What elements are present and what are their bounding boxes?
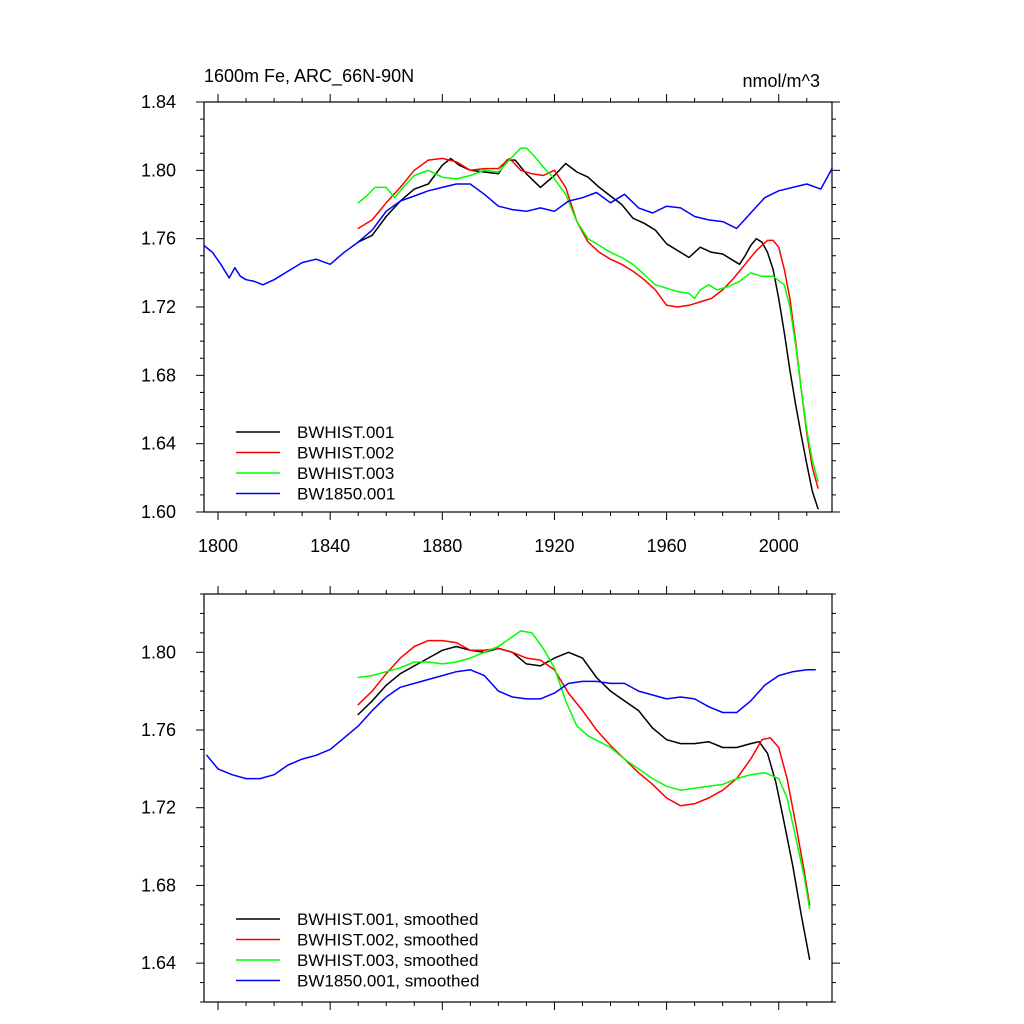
bottom-panel: 1.64 1.68 1.72 1.76 1.80 BWHIST.001, smoothed… — [141, 586, 840, 1010]
series-line — [357, 147, 819, 483]
series-line — [206, 669, 816, 780]
y-tick-label: 1.72 — [141, 798, 176, 818]
x-tick-label: 1880 — [422, 536, 462, 556]
series-line — [357, 639, 811, 906]
legend-label: BWHIST.003, smoothed — [297, 951, 478, 970]
x-tick-label: 2000 — [759, 536, 799, 556]
legend-label: BW1850.001, smoothed — [297, 972, 479, 991]
series-line — [357, 157, 819, 489]
y-tick-label: 1.60 — [141, 502, 176, 522]
x-tick-label: 1920 — [534, 536, 574, 556]
y-tick-label: 1.72 — [141, 297, 176, 317]
series-line — [357, 630, 811, 910]
y-tick-label: 1.80 — [141, 160, 176, 180]
units-label: nmol/m^3 — [743, 71, 820, 91]
series-line — [357, 645, 811, 961]
legend-label: BWHIST.002 — [297, 444, 394, 463]
y-tick-label: 1.84 — [141, 92, 176, 112]
legend-label: BWHIST.001 — [297, 423, 394, 442]
top-panel: 1800 1840 1880 1920 1960 2000 1.60 1.64 1.68 1.72… — [141, 92, 840, 556]
series-line — [357, 157, 819, 510]
y-tick-label: 1.76 — [141, 720, 176, 740]
legend-label: BWHIST.001, smoothed — [297, 910, 478, 929]
y-tick-label: 1.68 — [141, 875, 176, 895]
legend-label: BWHIST.003 — [297, 464, 394, 483]
y-tick-label: 1.64 — [141, 953, 176, 973]
series-line — [203, 167, 833, 286]
y-tick-label: 1.76 — [141, 229, 176, 249]
plot-frame — [203, 593, 833, 1003]
legend-label: BWHIST.002, smoothed — [297, 931, 478, 950]
x-tick-label: 1800 — [198, 536, 238, 556]
y-tick-label: 1.80 — [141, 642, 176, 662]
y-tick-label: 1.68 — [141, 365, 176, 385]
y-tick-label: 1.64 — [141, 434, 176, 454]
panel-title: 1600m Fe, ARC_66N-90N — [204, 66, 414, 87]
x-tick-label: 1840 — [310, 536, 350, 556]
legend-label: BW1850.001 — [297, 485, 395, 504]
x-tick-label: 1960 — [647, 536, 687, 556]
